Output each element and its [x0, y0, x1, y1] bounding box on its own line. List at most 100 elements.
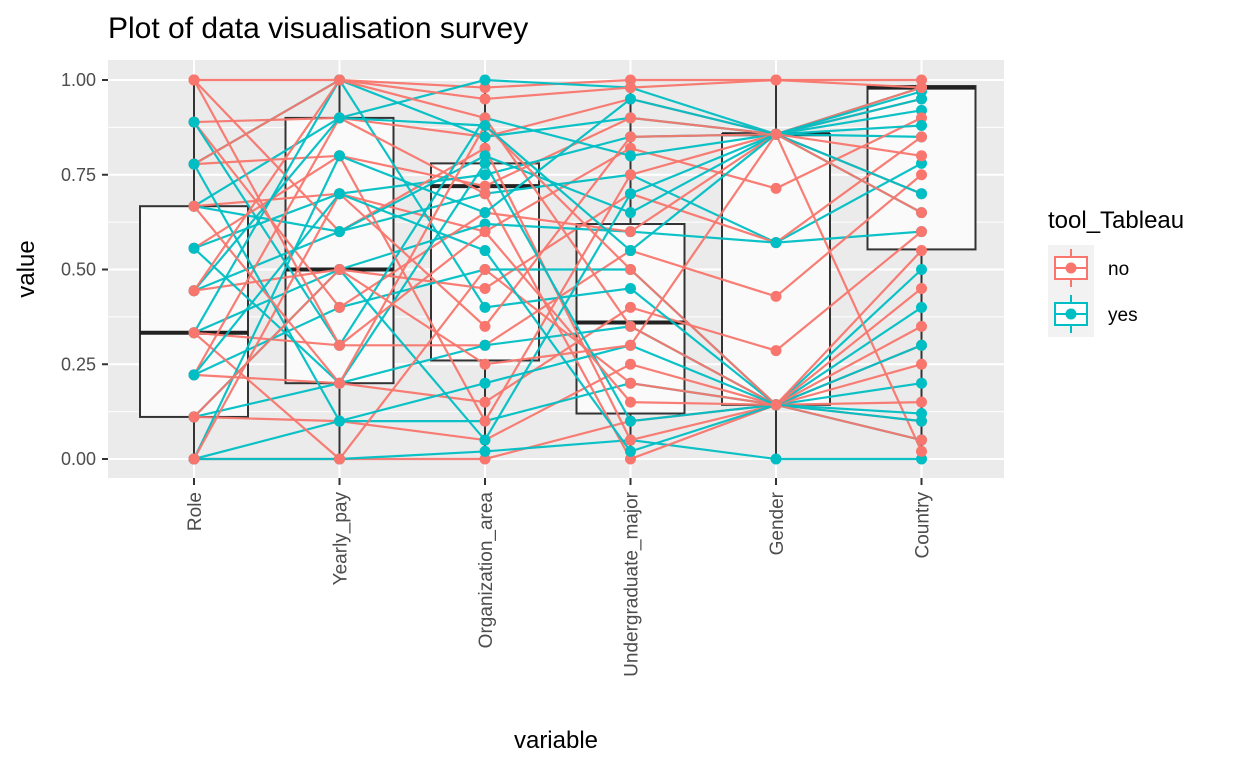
y-tick-label: 0.50 [61, 260, 96, 280]
series-line-yes [194, 438, 922, 461]
series-point-yes [916, 339, 927, 351]
y-tick-label: 1.00 [61, 70, 96, 90]
series-point-no [625, 226, 636, 238]
y-tick-label: 0.25 [61, 354, 96, 374]
x-axis-label: variable [514, 727, 598, 754]
series-point-yes [334, 112, 345, 124]
series-point-no [479, 282, 491, 294]
y-tick-label: 0.75 [61, 165, 96, 185]
series-point-yes [479, 245, 491, 257]
series-point-no [770, 399, 782, 411]
series-point-yes [479, 339, 491, 351]
chart-title: Plot of data visualisation survey [108, 12, 528, 45]
series-point-yes [479, 131, 491, 143]
series-point-no [625, 169, 636, 181]
series-line-yes [193, 163, 922, 423]
series-point-yes [479, 157, 491, 169]
series-point-yes [334, 415, 345, 427]
series-point-yes [916, 157, 927, 169]
series-point-no [625, 377, 636, 389]
series-lines [193, 77, 923, 461]
series-point-yes [916, 188, 927, 200]
legend-key-point [1065, 308, 1077, 320]
series-points [188, 74, 927, 465]
series-point-yes [625, 282, 636, 294]
series-point-no [479, 188, 491, 200]
series-point-no [625, 264, 636, 275]
series-point-no [188, 200, 200, 212]
series-point-yes [334, 150, 345, 162]
x-tick-label: Organization_area [476, 492, 497, 649]
series-point-yes [916, 93, 927, 105]
series-line-no [193, 135, 923, 292]
series-line-no [193, 133, 922, 460]
x-tick-label: Gender [767, 491, 788, 555]
series-line-no [193, 78, 922, 292]
series-point-no [479, 358, 491, 370]
series-line-no [193, 116, 922, 461]
x-tick-label: Yearly_pay [331, 492, 352, 586]
series-point-yes [625, 207, 636, 219]
series-point-yes [334, 188, 345, 200]
series-point-no [916, 207, 927, 219]
series-point-yes [625, 93, 636, 105]
legend-label: yes [1108, 305, 1138, 326]
series-point-no [188, 327, 200, 339]
series-point-no [625, 82, 636, 94]
series-point-no [334, 377, 345, 389]
series-point-no [479, 226, 491, 238]
series-point-no [625, 112, 636, 124]
series-point-no [625, 320, 636, 332]
series-point-yes [770, 237, 782, 249]
series-line-yes [193, 116, 922, 348]
series-point-yes [770, 453, 782, 465]
series-point-no [334, 339, 345, 351]
series-point-no [188, 411, 200, 423]
series-point-no [334, 301, 345, 313]
y-axis: 0.00 0.25 0.50 0.75 1.00 [61, 70, 108, 469]
series-point-no [625, 396, 636, 408]
series-point-yes [625, 445, 636, 457]
series-line-yes [193, 382, 922, 461]
series-point-no [479, 180, 491, 192]
series-point-no [916, 320, 927, 332]
series-point-yes [625, 245, 636, 257]
series-point-yes [916, 119, 927, 131]
series-point-no [916, 169, 927, 181]
series-point-no [479, 112, 491, 124]
series-line-no [193, 79, 923, 406]
series-line-yes [193, 90, 922, 460]
series-line-yes [193, 268, 923, 407]
series-point-yes [916, 264, 927, 275]
series-point-no [916, 226, 927, 238]
series-point-no [479, 396, 491, 408]
series-point-yes [479, 377, 491, 389]
series-point-yes [625, 415, 636, 427]
series-point-yes [916, 415, 927, 427]
series-point-yes [479, 218, 491, 230]
series-point-no [916, 445, 927, 457]
series-point-yes [625, 150, 636, 162]
series-point-no [770, 182, 782, 194]
legend-title: tool_Tableau [1048, 207, 1184, 234]
series-point-no [625, 434, 636, 446]
series-point-no [770, 128, 782, 140]
series-point-no [625, 74, 636, 86]
series-point-yes [479, 445, 491, 457]
series-point-no [625, 358, 636, 370]
series-line-no [193, 116, 922, 233]
series-line-no [193, 132, 923, 418]
series-point-yes [188, 158, 200, 170]
series-line-no [193, 123, 922, 442]
series-point-yes [916, 377, 927, 389]
series-point-yes [625, 188, 636, 200]
series-point-yes [916, 408, 927, 420]
series-point-no [625, 131, 636, 143]
x-tick-label: Country [913, 492, 934, 559]
series-point-no [770, 74, 782, 86]
series-point-no [334, 264, 345, 275]
series-point-no [916, 282, 927, 294]
series-point-no [916, 112, 927, 124]
series-point-yes [916, 301, 927, 313]
